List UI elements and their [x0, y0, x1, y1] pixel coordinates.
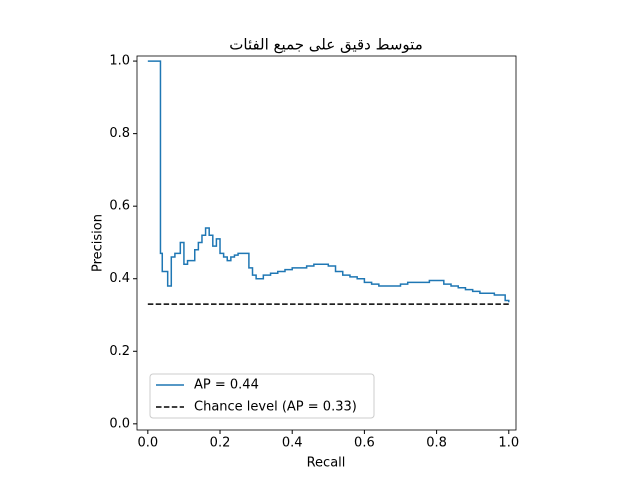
x-tick-label: 0.8	[426, 436, 447, 451]
y-tick-label: 0.8	[109, 126, 130, 141]
x-tick-label: 0.0	[137, 436, 158, 451]
y-tick-label: 0.6	[109, 199, 130, 214]
y-tick-label: 0.4	[109, 271, 130, 286]
legend: AP = 0.44 Chance level (AP = 0.33)	[149, 373, 375, 419]
y-axis-label: Precision	[91, 214, 106, 272]
x-tick-label: 0.2	[210, 436, 231, 451]
y-tick-label: 0.0	[109, 416, 130, 431]
y-tick-label: 0.2	[109, 344, 130, 359]
legend-label: Chance level (AP = 0.33)	[194, 400, 357, 415]
x-tick-label: 0.6	[354, 436, 375, 451]
series-line	[147, 60, 510, 303]
x-axis-label: Recall	[307, 456, 346, 471]
legend-box	[149, 373, 375, 419]
x-tick-label: 0.4	[282, 436, 303, 451]
y-tick-label: 1.0	[109, 54, 130, 69]
plot-frame	[136, 55, 517, 431]
x-tick-label: 1.0	[498, 436, 519, 451]
legend-label: AP = 0.44	[194, 378, 259, 393]
chart-title: متوسط دقيق على جميع الفئات	[229, 36, 423, 54]
